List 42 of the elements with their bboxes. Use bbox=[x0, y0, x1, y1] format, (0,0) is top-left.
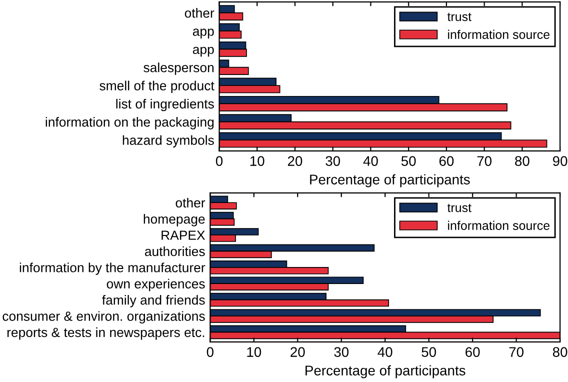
y-tick-label: reports & tests in newspapers etc. bbox=[7, 327, 204, 340]
legend-label: trust bbox=[447, 12, 472, 22]
y-tick-label: list of ingredients bbox=[116, 98, 214, 112]
y-tick-label: salesperson bbox=[144, 62, 214, 75]
y-tick-label: own experiences bbox=[106, 278, 205, 292]
x-axis-title: Percentage of participants bbox=[306, 365, 466, 378]
x-tick-label: 30 bbox=[326, 156, 340, 166]
y-tick-label: information by the manufacturer bbox=[20, 262, 206, 275]
x-tick-label: 50 bbox=[401, 156, 416, 166]
legend-label: information source bbox=[448, 30, 550, 39]
x-tick-label: 0 bbox=[206, 347, 214, 357]
x-tick-label: 10 bbox=[247, 347, 262, 357]
y-tick-label: homepage bbox=[144, 214, 205, 226]
x-tick-label: 40 bbox=[363, 156, 378, 166]
x-tick-label: 50 bbox=[422, 347, 436, 357]
legend-label: information source bbox=[448, 220, 550, 230]
x-tick-label: 0 bbox=[216, 156, 223, 166]
y-tick-label: consumer & environ. organizations bbox=[2, 311, 205, 324]
x-tick-label: 40 bbox=[378, 347, 392, 357]
x-tick-label: 70 bbox=[509, 347, 524, 357]
y-tick-label: other bbox=[184, 8, 214, 18]
x-axis-title: Percentage of participants bbox=[310, 174, 470, 188]
x-tick-label: 30 bbox=[334, 347, 349, 357]
y-tick-label: RAPEX bbox=[162, 230, 206, 240]
x-tick-label: 90 bbox=[552, 156, 568, 166]
x-tick-label: 60 bbox=[439, 156, 454, 166]
x-tick-label: 60 bbox=[466, 347, 480, 357]
x-tick-label: 20 bbox=[290, 347, 305, 357]
x-tick-label: 80 bbox=[515, 156, 530, 166]
x-tick-label: 10 bbox=[250, 156, 264, 166]
y-tick-label: app bbox=[192, 46, 214, 57]
y-tick-label: information on the packaging bbox=[46, 117, 214, 130]
y-tick-label: smell of the product bbox=[100, 80, 214, 94]
legend-label: trust bbox=[447, 204, 472, 212]
y-tick-label: app bbox=[192, 28, 214, 38]
x-tick-label: 20 bbox=[288, 156, 302, 166]
y-tick-label: family and friends bbox=[102, 295, 205, 308]
x-tick-label: 70 bbox=[477, 156, 492, 166]
y-tick-label: other bbox=[176, 198, 206, 208]
y-tick-label: hazard symbols bbox=[122, 135, 214, 148]
y-tick-label: authorities bbox=[144, 246, 205, 256]
x-tick-label: 80 bbox=[552, 347, 568, 357]
